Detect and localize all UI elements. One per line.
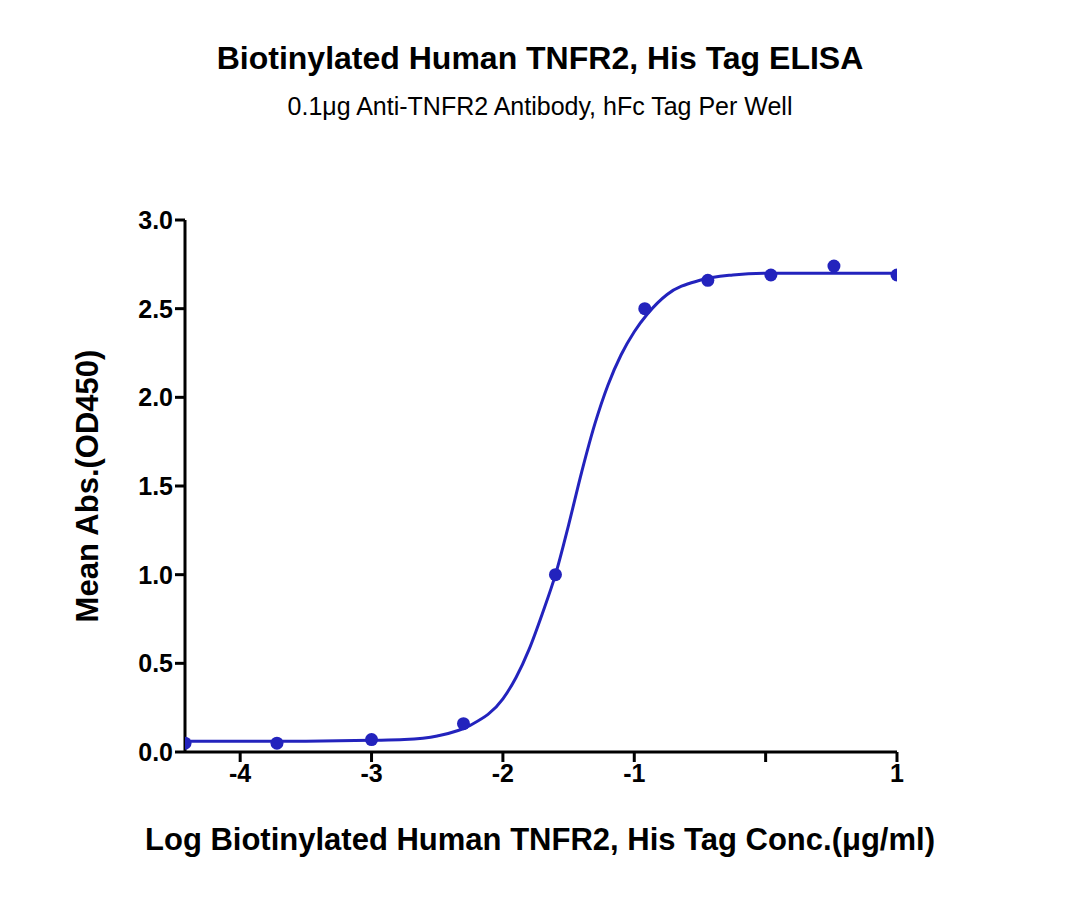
- svg-text:0.0: 0.0: [138, 738, 173, 766]
- svg-text:-1: -1: [623, 759, 645, 787]
- svg-text:0.5: 0.5: [138, 649, 173, 677]
- html-text:Biotinylated Human TNFR2, His: Biotinylated Human TNFR2, His Tag ELISA: [216, 40, 864, 76]
- html-text:Mean Abs.(OD450): Mean Abs.(OD450): [70, 349, 105, 623]
- svg-text:2.5: 2.5: [138, 295, 173, 323]
- svg-text:1: 1: [890, 759, 904, 787]
- svg-text:1.0: 1.0: [138, 561, 173, 589]
- html-text:0.1μg Anti-TNFR2 Antibody, hFc: 0.1μg Anti-TNFR2 Antibody, hFc Tag Per W…: [287, 92, 793, 120]
- svg-text:-4: -4: [229, 759, 251, 787]
- svg-text:2.0: 2.0: [138, 383, 173, 411]
- html-text:Log Biotinylated Human TNFR2,: Log Biotinylated Human TNFR2, His Tag Co…: [145, 822, 935, 857]
- svg-text:1.5: 1.5: [138, 472, 173, 500]
- svg-text:-3: -3: [360, 759, 382, 787]
- svg-text:-2: -2: [492, 759, 514, 787]
- svg-text:3.0: 3.0: [138, 206, 173, 234]
